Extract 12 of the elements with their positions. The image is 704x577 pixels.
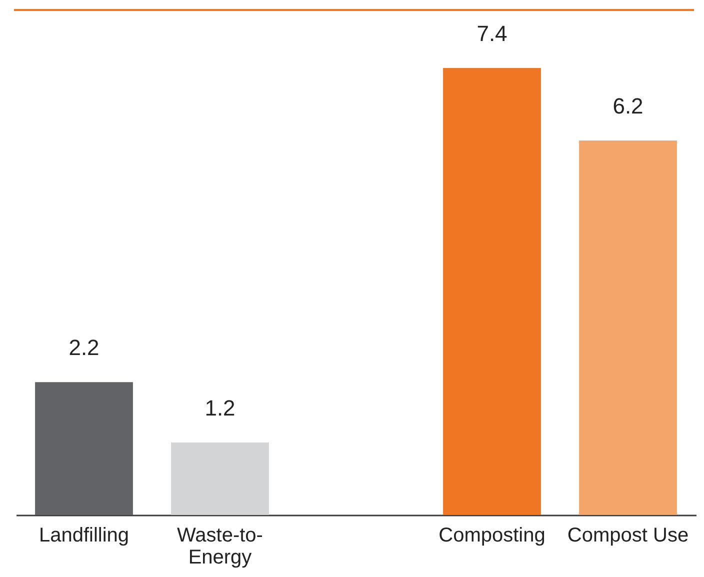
bar (35, 382, 133, 515)
bar (579, 140, 677, 515)
bar (171, 442, 269, 515)
x-tick-label: Waste-to-Energy (177, 524, 263, 568)
x-tick-label: Composting (438, 524, 546, 546)
data-label: 1.2 (204, 396, 236, 421)
data-label: 2.2 (68, 335, 100, 360)
x-tick-label: Landfilling (38, 524, 130, 546)
data-label: 6.2 (612, 93, 644, 118)
bar (443, 68, 541, 515)
data-label: 7.4 (476, 21, 508, 46)
x-tick-label: Compost Use (567, 524, 689, 546)
